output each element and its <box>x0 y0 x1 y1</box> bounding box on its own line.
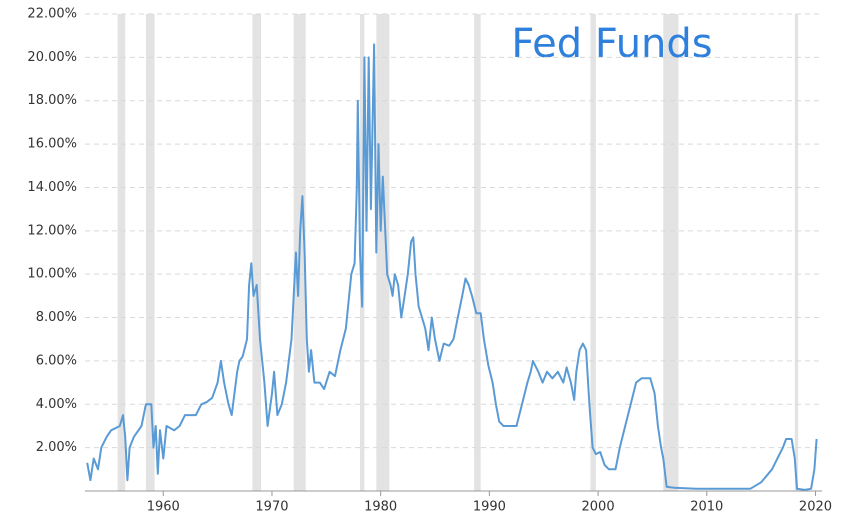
y-tick-label: 8.00% <box>36 310 77 325</box>
x-tick-label: 1990 <box>473 500 506 515</box>
recession-band <box>376 14 390 491</box>
bands <box>117 14 799 491</box>
y-tick-label: 18.00% <box>27 93 77 108</box>
y-tick-label: 10.00% <box>27 267 77 282</box>
recession-band <box>590 14 596 491</box>
x-tick-label: 1970 <box>255 500 288 515</box>
x-tick-label: 1980 <box>364 500 397 515</box>
y-tick-label: 22.00% <box>27 7 77 22</box>
y-tick-label: 14.00% <box>27 180 77 195</box>
y-tick-label: 20.00% <box>27 50 77 65</box>
x-tick-label: 2000 <box>582 500 615 515</box>
y-tick-label: 16.00% <box>27 137 77 152</box>
recession-band <box>663 14 679 491</box>
y-tick-label: 2.00% <box>36 440 77 455</box>
recession-band <box>145 14 155 491</box>
recession-band <box>117 14 126 491</box>
recession-band <box>794 14 799 491</box>
x-tick-label: 2020 <box>799 500 832 515</box>
chart-title: Fed Funds <box>511 21 712 67</box>
y-tick-label: 4.00% <box>36 397 77 412</box>
recession-band <box>474 14 481 491</box>
y-tick-label: 6.00% <box>36 353 77 368</box>
y-tick-label: 12.00% <box>27 223 77 238</box>
x-tick-label: 2010 <box>690 500 723 515</box>
x-tick-label: 1960 <box>147 500 180 515</box>
recession-band <box>252 14 262 491</box>
data-line <box>86 43 818 491</box>
